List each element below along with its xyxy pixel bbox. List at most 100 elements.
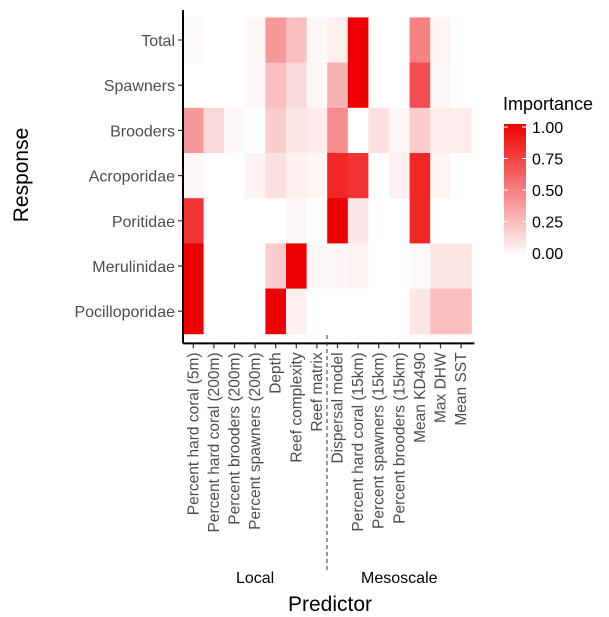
heatmap-cell (450, 288, 472, 335)
heatmap-cell (203, 17, 225, 63)
x-tick-label: Depth (268, 352, 285, 393)
heatmap-cell (430, 62, 452, 109)
heatmap-cell (389, 107, 410, 154)
heatmap-cell (183, 198, 204, 244)
heatmap-cell (224, 153, 246, 199)
heatmap-cell (203, 153, 225, 199)
legend-tick-label: 0.50 (532, 183, 563, 200)
x-tick-label: Reef matrix (309, 352, 326, 431)
y-tick-label: Poritidae (112, 214, 175, 231)
legend-tick-label: 0.75 (532, 152, 563, 169)
heatmap-cell (450, 153, 472, 199)
heatmap-cell (368, 288, 390, 335)
heatmap-cell (183, 17, 204, 63)
heatmap-cell (368, 243, 390, 289)
heatmap-cell (347, 243, 369, 289)
heatmap-cell (430, 243, 452, 289)
heatmap-cell (224, 243, 246, 289)
heatmap-cell (244, 288, 266, 335)
x-tick-label: Percent brooders (15km) (391, 352, 408, 523)
heatmap-cell (409, 17, 431, 63)
heatmap-cell (327, 153, 349, 199)
heatmap-cell (306, 107, 328, 154)
legend-colorbar (504, 124, 526, 256)
heatmap-cell (430, 153, 452, 199)
heatmap-cell (244, 62, 266, 109)
heatmap-cell (389, 243, 410, 289)
x-tick-label: Percent spawners (200m) (247, 352, 264, 529)
heatmap-cell (389, 62, 410, 109)
heatmap-cell (244, 198, 266, 244)
heatmap-cell (265, 107, 287, 154)
heatmap-cell (244, 243, 266, 289)
heatmap-cell (244, 17, 266, 63)
heatmap-cell (183, 288, 204, 335)
heatmap-cell (286, 288, 307, 335)
x-tick-label: Percent hard coral (5m) (185, 352, 202, 515)
heatmap-cell (327, 62, 349, 109)
heatmap-cell (409, 107, 431, 154)
heatmap-cell (224, 107, 246, 154)
heatmap-cell (409, 153, 431, 199)
heatmap-cell (430, 288, 452, 335)
heatmap-cell (286, 17, 307, 63)
x-tick-label: Dispersal model (330, 352, 347, 463)
x-tick-label: Reef complexity (288, 352, 305, 463)
legend-tick-label: 1.00 (532, 120, 563, 137)
heatmap-cell (327, 288, 349, 335)
heatmap-cell (286, 198, 307, 244)
y-tick-label: Pocilloporidae (74, 304, 175, 321)
heatmap-cell (224, 198, 246, 244)
heatmap-cell (409, 243, 431, 289)
heatmap-cell (450, 62, 472, 109)
heatmap-cell (368, 198, 390, 244)
legend-title: Importance (503, 94, 593, 114)
heatmap-cell (203, 198, 225, 244)
legend-tick-label: 0.00 (532, 246, 563, 263)
heatmap-cell (306, 62, 328, 109)
heatmap-cell (306, 243, 328, 289)
x-tick-label: Percent hard coral (200m) (206, 352, 223, 532)
x-tick-label: Percent spawners (15km) (371, 352, 388, 529)
heatmap-cell (265, 198, 287, 244)
heatmap-cell (368, 17, 390, 63)
heatmap-cell (347, 153, 369, 199)
heatmap-cell (224, 288, 246, 335)
y-tick-label: Merulinidae (92, 259, 175, 276)
y-tick-labels: Total Spawners Brooders Acroporidae Poritida… (74, 33, 183, 321)
heatmap-cell (224, 17, 246, 63)
heatmap-cell (347, 62, 369, 109)
heatmap-cell (430, 107, 452, 154)
heatmap-cell (306, 153, 328, 199)
heatmap-cell (450, 107, 472, 154)
heatmap-cell (244, 107, 266, 154)
heatmap-cell (430, 17, 452, 63)
heatmap-cell (327, 243, 349, 289)
heatmap-cell (203, 288, 225, 335)
heatmap-cell (286, 243, 307, 289)
x-tick-label: Percent brooders (200m) (227, 352, 244, 524)
heatmap-cell (347, 17, 369, 63)
heatmap-cell (409, 198, 431, 244)
heatmap-cell (265, 17, 287, 63)
heatmap-cell (389, 288, 410, 335)
heatmap-cell (265, 288, 287, 335)
heatmap-cell (409, 288, 431, 335)
y-tick-label: Total (141, 33, 175, 50)
heatmap-cell (183, 153, 204, 199)
heatmap-cell (368, 153, 390, 199)
heatmap-cell (389, 17, 410, 63)
heatmap-cell (244, 153, 266, 199)
heatmap-cell (224, 62, 246, 109)
legend-tick-label: 0.25 (532, 215, 563, 232)
heatmap-cell (430, 198, 452, 244)
heatmap-cell (450, 198, 472, 244)
x-tick-label: Percent hard coral (15km) (350, 352, 367, 531)
predictor-groups: Local Mesoscale (236, 335, 438, 587)
heatmap-cell (389, 198, 410, 244)
heatmap-cell (347, 198, 369, 244)
heatmap-cell (203, 243, 225, 289)
axes (182, 10, 475, 345)
group-label: Local (236, 570, 274, 587)
